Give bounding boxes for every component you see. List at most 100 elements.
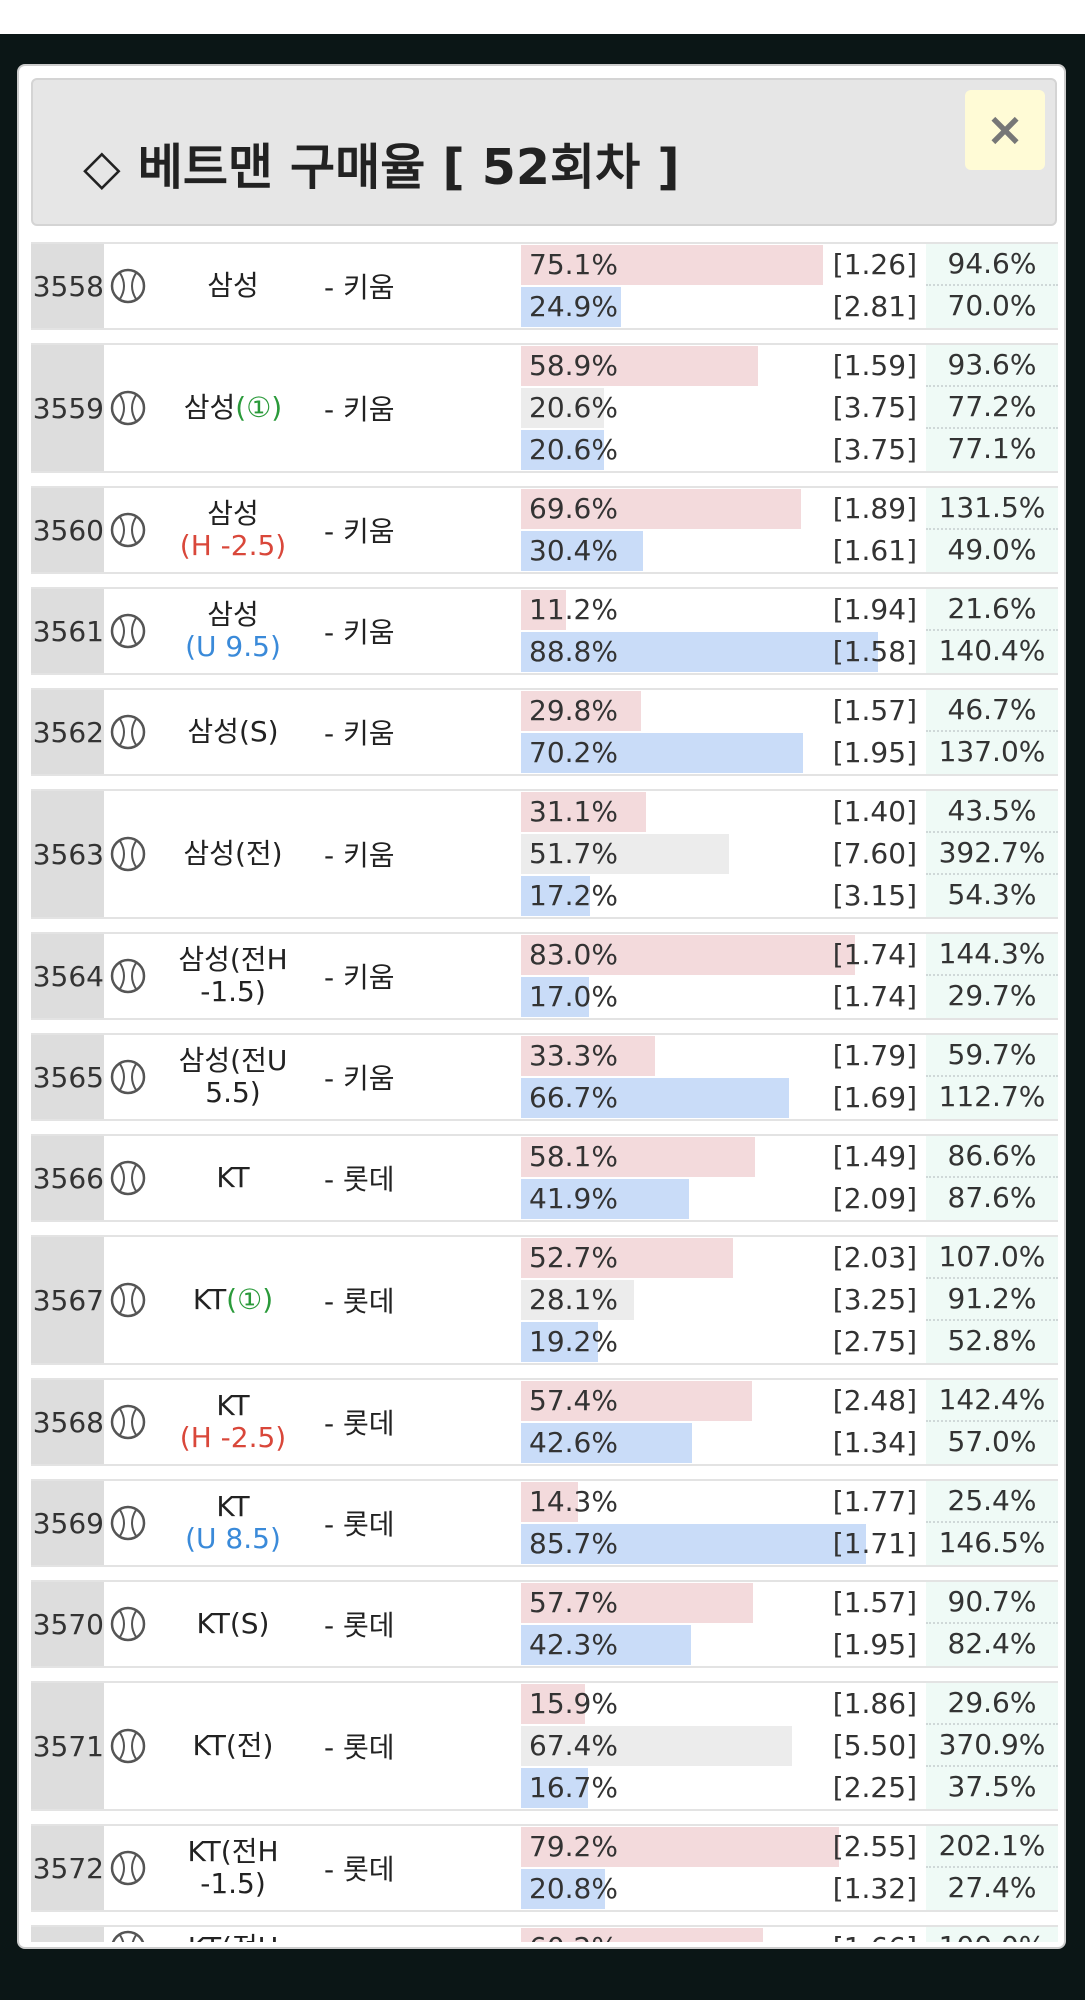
purchase-list: 3558 삼성 - 키움 75.1% [1.26] 94.6% 24.9% [2.81] 70.… — [31, 242, 1058, 1942]
return-rate: 100.0% — [926, 1927, 1058, 1942]
game-id: 3571 — [31, 1683, 104, 1809]
home-team: 삼성(전U 5.5) — [152, 1035, 314, 1119]
bar-cell: 15.9% [1.86] — [521, 1683, 923, 1725]
purchase-rate: 15.9% — [529, 1687, 618, 1720]
purchase-bar — [521, 287, 622, 327]
game-id: 3558 — [31, 244, 104, 328]
team-tag: (U 8.5) — [185, 1522, 281, 1555]
purchase-bar — [521, 1179, 690, 1219]
bar-cell: 24.9% [2.81] — [521, 286, 923, 328]
purchase-rate: 52.7% — [529, 1241, 618, 1274]
odds: [1.86] — [832, 1687, 917, 1720]
option-line: 52.7% [2.03] 107.0% — [521, 1237, 1058, 1279]
home-team: KT (H -2.5) — [152, 1380, 314, 1464]
return-rate: 112.7% — [926, 1077, 1058, 1119]
odds: [1.71] — [832, 1527, 917, 1560]
home-team-text: 삼성(전U 5.5) — [152, 1045, 314, 1109]
options: 83.0% [1.74] 144.3% 17.0% [1.74] 29.7% — [521, 934, 1058, 1018]
home-team: KT(①) — [152, 1237, 314, 1363]
icon-cell — [104, 589, 152, 673]
game-row: 3562 삼성(S) - 키움 29.8% [1.57] 46.7% 70.2% [1.95]… — [31, 688, 1058, 776]
odds: [1.94] — [832, 593, 917, 626]
game-id — [31, 1927, 104, 1942]
game-id: 3569 — [31, 1481, 104, 1565]
game-id: 3560 — [31, 488, 104, 572]
purchase-bar — [521, 1684, 585, 1724]
purchase-rate: 17.0% — [529, 980, 618, 1013]
baseball-icon — [110, 390, 146, 426]
odds: [1.32] — [832, 1872, 917, 1905]
options: 15.9% [1.86] 29.6% 67.4% [5.50] 370.9% 16.7% [2… — [521, 1683, 1058, 1809]
return-rate: 144.3% — [926, 934, 1058, 976]
option-line: 41.9% [2.09] 87.6% — [521, 1178, 1058, 1220]
away-team: - 키움 — [324, 515, 395, 548]
close-button[interactable]: × — [965, 90, 1045, 170]
baseball-icon — [110, 1160, 146, 1196]
options: 29.8% [1.57] 46.7% 70.2% [1.95] 137.0% — [521, 690, 1058, 774]
purchase-bar — [521, 1381, 752, 1421]
modal-header: ◇ 베트맨 구매율 [ 52회차 ] × — [31, 78, 1057, 226]
return-rate: 90.7% — [926, 1582, 1058, 1624]
game-row: 3567 KT(①) - 롯데 52.7% [2.03] 107.0% 28.1% [3.25… — [31, 1235, 1058, 1365]
bar-cell: 20.8% [1.32] — [521, 1868, 923, 1910]
baseball-icon — [110, 268, 146, 304]
option-line: 51.7% [7.60] 392.7% — [521, 833, 1058, 875]
return-rate: 91.2% — [926, 1279, 1058, 1321]
odds: [1.77] — [832, 1485, 917, 1518]
bar-cell: 14.3% [1.77] — [521, 1481, 923, 1523]
odds: [5.50] — [832, 1729, 917, 1762]
return-rate: 131.5% — [926, 488, 1058, 530]
game-id: 3564 — [31, 934, 104, 1018]
option-line: 14.3% [1.77] 25.4% — [521, 1481, 1058, 1523]
baseball-icon — [110, 836, 146, 872]
return-rate: 57.0% — [926, 1422, 1058, 1464]
home-team: 삼성(S) — [152, 690, 314, 774]
team-name: 삼성 — [183, 391, 236, 424]
purchase-bar — [521, 1280, 634, 1320]
return-rate: 93.6% — [926, 345, 1058, 387]
home-team: KT(전) — [152, 1683, 314, 1809]
purchase-bar — [521, 1036, 655, 1076]
return-rate: 37.5% — [926, 1767, 1058, 1809]
option-line: 42.3% [1.95] 82.4% — [521, 1624, 1058, 1666]
odds: [2.75] — [832, 1325, 917, 1358]
game-id: 3570 — [31, 1582, 104, 1666]
team-tag: (H -2.5) — [179, 1421, 287, 1454]
odds: [1.34] — [832, 1426, 917, 1459]
purchase-bar — [521, 1524, 866, 1564]
purchase-bar — [521, 590, 567, 630]
away-team: - 롯데 — [324, 1407, 395, 1440]
odds: [1.79] — [832, 1039, 917, 1072]
options: 79.2% [2.55] 202.1% 20.8% [1.32] 27.4% — [521, 1826, 1058, 1910]
bar-cell: 57.7% [1.57] — [521, 1582, 923, 1624]
team-tag: (H -2.5) — [179, 529, 287, 562]
away-team: - 롯데 — [324, 1731, 395, 1764]
purchase-bar — [521, 346, 758, 386]
baseball-icon — [110, 1850, 146, 1886]
odds: [1.89] — [832, 492, 917, 525]
icon-cell — [104, 345, 152, 471]
game-row: 3571 KT(전) - 롯데 15.9% [1.86] 29.6% 67.4% [5.50]… — [31, 1681, 1058, 1811]
home-team-text: KT (H -2.5) — [180, 1390, 286, 1454]
team-name: KT — [216, 1490, 250, 1523]
bar-cell: 79.2% [2.55] — [521, 1826, 923, 1868]
game-row: 3565 삼성(전U 5.5) - 키움 33.3% [1.79] 59.7% 66.7% [… — [31, 1033, 1058, 1121]
bar-cell: 41.9% [2.09] — [521, 1178, 923, 1220]
game-id: 3562 — [31, 690, 104, 774]
team-name: KT(S) — [196, 1607, 270, 1640]
purchase-bar — [521, 733, 804, 773]
options: 33.3% [1.79] 59.7% 66.7% [1.69] 112.7% — [521, 1035, 1058, 1119]
purchase-rate: 11.2% — [529, 593, 618, 626]
purchase-rate: 58.1% — [529, 1140, 618, 1173]
bar-cell: 58.9% [1.59] — [521, 345, 923, 387]
odds: [7.60] — [832, 837, 917, 870]
bar-cell: 69.6% [1.89] — [521, 488, 923, 530]
game-row: 3566 KT - 롯데 58.1% [1.49] 86.6% 41.9% [2.09] 87.… — [31, 1134, 1058, 1222]
team-tag: (U 9.5) — [185, 630, 281, 663]
purchase-rate: 57.4% — [529, 1384, 618, 1417]
icon-cell — [104, 791, 152, 917]
option-line: 58.9% [1.59] 93.6% — [521, 345, 1058, 387]
home-team-text: KT (U 8.5) — [185, 1491, 281, 1555]
purchase-bar — [521, 632, 878, 672]
